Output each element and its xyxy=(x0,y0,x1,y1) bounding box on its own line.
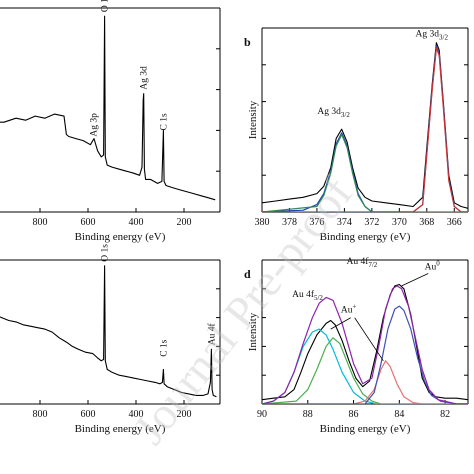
annotation-d-2: Au 4f5/2 xyxy=(292,289,323,302)
x-tick-label-b-3: 374 xyxy=(337,217,352,228)
annotation-d-1: Au0 xyxy=(425,260,441,273)
annotation-sub-b-1: 3/2 xyxy=(341,111,350,119)
x-tick-label-b-5: 370 xyxy=(392,217,407,228)
x-tick-label-d-1: 88 xyxy=(303,409,313,420)
panel-label-d: d xyxy=(244,267,251,281)
x-tick-label-b-2: 376 xyxy=(309,217,324,228)
annotation-b-1: Ag 3d3/2 xyxy=(317,107,350,119)
series-line-c-0 xyxy=(0,265,217,398)
pointer-au-plus-2 xyxy=(354,317,384,362)
series-line-d-5 xyxy=(262,285,468,404)
x-axis-label-a: Binding energy (eV) xyxy=(75,231,166,243)
series-group-a xyxy=(0,15,216,201)
series-group-b xyxy=(262,42,468,212)
annotation-sub-b-0: 3/2 xyxy=(439,34,448,42)
pointer-au-plus-1 xyxy=(330,317,351,330)
series-line-d-3 xyxy=(262,360,468,404)
series-line-b-3 xyxy=(262,47,468,212)
x-tick-label-b-4: 372 xyxy=(364,217,379,228)
series-line-b-2 xyxy=(262,134,468,212)
annotation-text-d-2: Au 4f xyxy=(292,289,315,300)
x-tick-label-d-0: 90 xyxy=(257,409,267,420)
x-tick-label-d-2: 86 xyxy=(349,409,359,420)
series-line-b-1 xyxy=(262,45,468,212)
pointer-au-zero xyxy=(401,273,429,287)
annotation-c-2: Au 4f xyxy=(206,323,217,346)
annotation-text-b-0: Ag 3d xyxy=(416,30,440,40)
annotation-a-0: O 1s xyxy=(101,0,111,12)
annotation-text-b-1: Ag 3d xyxy=(317,107,341,117)
series-line-a-0 xyxy=(0,15,216,201)
series-line-d-2 xyxy=(262,337,468,404)
panel-d: 90 88 86 84 82 Binding energy (eV) Intensity d A… xyxy=(244,256,469,435)
panel-label-b: b xyxy=(244,35,251,49)
annotation-sup-d-1: 0 xyxy=(436,260,440,268)
watermark-text: Journal Pre-proof xyxy=(123,167,363,454)
x-tick-label-a-2: 600 xyxy=(81,217,96,228)
x-tick-label-d-3: 84 xyxy=(394,409,404,420)
x-tick-label-c-1: 800 xyxy=(33,409,48,420)
annotation-d-0: Au 4f7/2 xyxy=(346,256,377,269)
x-tick-label-a-1: 800 xyxy=(33,217,48,228)
x-tick-label-c-3: 400 xyxy=(129,409,144,420)
x-tick-label-b-1: 378 xyxy=(282,217,297,228)
x-tick-label-a-4: 200 xyxy=(177,217,192,228)
panel-b: 380 378 376 374 372 370 368 366 Binding energy (… xyxy=(244,27,469,243)
annotation-c-1: C 1s xyxy=(160,339,170,356)
panel-a: 00800600400200Binding energy (eV)O 1sAg … xyxy=(0,0,221,243)
x-tick-label-c-4: 200 xyxy=(177,409,192,420)
x-axis-label-c: Binding energy (eV) xyxy=(75,423,166,435)
annotation-sub-d-2: 5/2 xyxy=(314,294,323,302)
x-tick-label-b-6: 368 xyxy=(419,217,434,228)
x-tick-label-a-3: 400 xyxy=(129,217,144,228)
annotation-text-d-1: Au xyxy=(425,263,437,273)
panel-c: 00800600400200Binding energy (eV)O 1sC 1… xyxy=(0,244,221,435)
series-group-c xyxy=(0,265,217,398)
annotation-a-3: C 1s xyxy=(160,113,170,130)
annotation-text-d-3: Au xyxy=(341,306,353,316)
y-axis-label-d: Intensity xyxy=(247,312,259,351)
x-tick-label-c-2: 600 xyxy=(81,409,96,420)
annotation-c-0: O 1s xyxy=(101,244,111,262)
series-line-d-0 xyxy=(262,283,468,401)
x-axis-label-b: Binding energy (eV) xyxy=(320,231,411,243)
annotation-a-2: Ag 3p xyxy=(89,113,99,137)
annotation-a-1: Ag 3d xyxy=(140,66,150,90)
y-axis-label-b: Intensity xyxy=(247,100,259,139)
x-tick-label-d-4: 82 xyxy=(440,409,450,420)
series-group-d xyxy=(262,283,468,404)
annotation-d-3: Au+ xyxy=(341,303,357,316)
annotation-sup-d-3: + xyxy=(353,303,357,311)
series-line-d-1 xyxy=(262,328,468,404)
x-tick-label-b-7: 366 xyxy=(447,217,462,228)
annotation-b-0: Ag 3d3/2 xyxy=(416,30,449,42)
annotation-sub-d-0: 7/2 xyxy=(368,261,377,269)
x-axis-label-d: Binding energy (eV) xyxy=(320,423,411,435)
series-line-b-0 xyxy=(262,42,468,209)
annotation-text-d-0: Au 4f xyxy=(346,256,369,267)
series-line-d-4 xyxy=(262,305,468,404)
x-tick-label-b-0: 380 xyxy=(255,217,270,228)
